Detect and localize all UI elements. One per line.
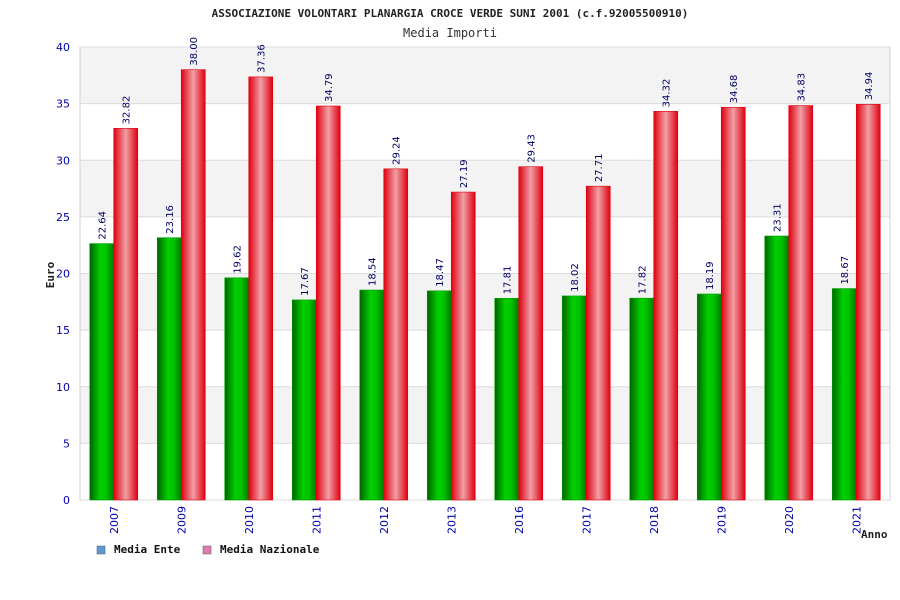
value-label: 32.82 <box>122 96 133 125</box>
bar-media-nazionale-2017 <box>585 185 611 501</box>
y-axis-ticks: 0 5 10 15 20 25 30 35 40 <box>56 41 70 507</box>
value-label: 29.43 <box>527 134 538 163</box>
plot-band <box>80 443 890 500</box>
bar-media-nazionale-2010 <box>248 76 274 501</box>
x-tick-label: 2017 <box>580 506 593 534</box>
value-labels: 22.64 32.82 23.16 38.00 19.62 37.36 17.67 34.79… <box>98 37 876 296</box>
value-label: 17.81 <box>503 266 514 295</box>
bar-media-ente-2007 <box>89 243 115 501</box>
value-label: 34.79 <box>324 73 335 102</box>
bar-media-nazionale-2011 <box>315 105 341 501</box>
plot-band <box>80 330 890 387</box>
bar-media-nazionale-2016 <box>518 166 544 501</box>
bar-media-nazionale-2012 <box>383 168 409 501</box>
value-label: 17.82 <box>638 266 649 295</box>
x-axis-label: Anno <box>861 528 888 541</box>
y-tick-label: 40 <box>56 41 70 54</box>
y-axis-label: Euro <box>44 261 57 288</box>
y-tick-label: 35 <box>56 98 70 111</box>
y-tick-label: 15 <box>56 324 70 337</box>
grid-lines <box>80 46 890 501</box>
value-label: 34.32 <box>662 79 673 108</box>
legend: Media Ente Media Nazionale <box>96 543 320 556</box>
value-label: 27.71 <box>594 154 605 183</box>
y-tick-label: 0 <box>63 494 70 507</box>
value-label: 18.19 <box>705 261 716 290</box>
bar-media-nazionale-2021 <box>855 104 881 501</box>
x-tick-label: 2020 <box>783 506 796 534</box>
bar-media-ente-2019 <box>696 293 722 501</box>
bar-media-nazionale-2009 <box>180 69 206 501</box>
value-label: 34.83 <box>797 73 808 102</box>
legend-swatch-media-nazionale <box>202 545 212 555</box>
bar-media-ente-2013 <box>426 290 452 501</box>
x-tick-label: 2009 <box>175 506 188 534</box>
value-label: 18.02 <box>570 263 581 292</box>
bars <box>89 69 881 501</box>
bar-media-ente-2021 <box>831 288 857 501</box>
plot-band <box>80 273 890 331</box>
x-tick-label: 2010 <box>243 506 256 534</box>
value-label: 27.19 <box>459 159 470 188</box>
x-tick-label: 2019 <box>715 506 728 534</box>
y-tick-label: 10 <box>56 381 70 394</box>
bar-media-nazionale-2007 <box>113 128 139 501</box>
value-label: 37.36 <box>257 44 268 73</box>
plot-band <box>80 47 890 104</box>
value-label: 23.31 <box>773 203 784 232</box>
x-tick-label: 2018 <box>648 506 661 534</box>
bar-media-ente-2011 <box>291 299 317 501</box>
value-label: 18.67 <box>840 256 851 285</box>
y-tick-label: 25 <box>56 211 70 224</box>
x-tick-label: 2021 <box>850 506 863 534</box>
plot-band <box>80 103 890 161</box>
x-tick-label: 2016 <box>513 506 526 534</box>
value-label: 34.68 <box>729 75 740 104</box>
plot-band <box>80 160 890 217</box>
y-tick-label: 5 <box>63 437 70 450</box>
x-tick-label: 2012 <box>378 506 391 534</box>
value-label: 19.62 <box>233 245 244 274</box>
value-label: 17.67 <box>300 267 311 296</box>
y-tick-label: 20 <box>56 268 70 281</box>
plot-band <box>80 386 890 444</box>
value-label: 23.16 <box>165 205 176 234</box>
legend-label-media-nazionale: Media Nazionale <box>220 543 320 556</box>
bar-media-nazionale-2018 <box>653 111 679 501</box>
bar-media-nazionale-2019 <box>720 106 746 501</box>
bar-media-nazionale-2020 <box>788 105 814 501</box>
y-tick-label: 30 <box>56 154 70 167</box>
bar-media-ente-2020 <box>764 235 790 501</box>
bar-media-ente-2017 <box>561 295 587 501</box>
bar-media-ente-2018 <box>629 297 655 501</box>
bar-media-ente-2012 <box>359 289 385 501</box>
plot-area <box>79 46 891 501</box>
value-label: 18.47 <box>435 258 446 287</box>
legend-swatch-media-ente <box>96 545 106 555</box>
chart-title: ASSOCIAZIONE VOLONTARI PLANARGIA CROCE V… <box>212 7 689 20</box>
bar-media-ente-2016 <box>494 298 520 501</box>
value-label: 18.54 <box>368 257 379 286</box>
x-axis-ticks: 2007 2009 2010 2011 2012 2013 2016 2017 2018 2019… <box>108 506 864 534</box>
x-tick-label: 2013 <box>445 506 458 534</box>
bar-media-ente-2010 <box>224 277 250 501</box>
value-label: 34.94 <box>864 72 875 101</box>
bar-media-nazionale-2013 <box>450 191 476 501</box>
bar-media-ente-2009 <box>156 237 182 501</box>
x-tick-label: 2011 <box>310 506 323 534</box>
plot-band <box>80 216 890 274</box>
x-tick-label: 2007 <box>108 506 121 534</box>
value-label: 29.24 <box>392 136 403 165</box>
value-label: 38.00 <box>189 37 200 66</box>
chart-subtitle: Media Importi <box>403 26 497 40</box>
value-label: 22.64 <box>98 211 109 240</box>
legend-label-media-ente: Media Ente <box>114 543 181 556</box>
